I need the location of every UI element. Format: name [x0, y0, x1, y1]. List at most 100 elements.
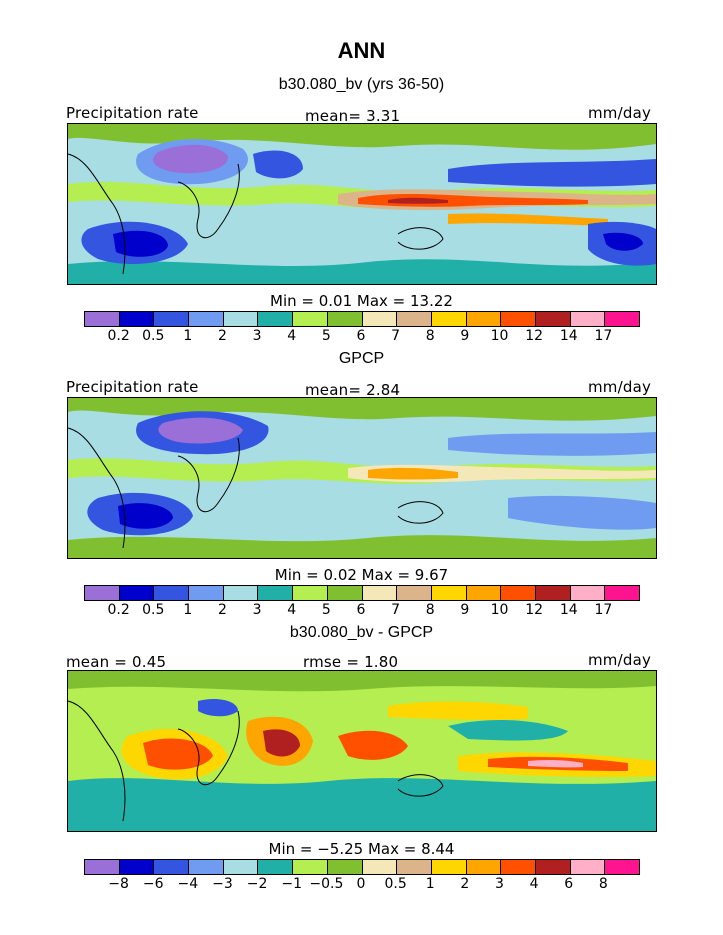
colorbar-swatch	[466, 860, 502, 874]
panel-1-map	[67, 123, 657, 285]
colorbar-swatch	[85, 860, 120, 874]
colorbar-swatch	[466, 586, 502, 600]
colorbar-swatch	[189, 312, 224, 326]
colorbar-swatch	[154, 586, 190, 600]
colorbar-tick-label: 10	[490, 602, 509, 618]
maritime-continent-positive	[338, 730, 408, 760]
spcz-positive-max	[528, 759, 583, 768]
colorbar-swatch	[223, 586, 259, 600]
colorbar-swatch	[362, 860, 398, 874]
colorbar-tick-label: 0.5	[142, 328, 165, 344]
south-pacific-dry-core	[603, 232, 643, 251]
colorbar-swatch	[293, 312, 328, 326]
colorbar-tick-label: 4	[287, 328, 297, 344]
australia-coastline	[397, 774, 444, 797]
storm-track-north	[68, 124, 656, 150]
colorbar-swatch	[535, 860, 571, 874]
panel-3-colorbar-ticks: −8 −6 −4 −3 −2 −1 −0.5 0 0.5 1 2 3 4 6 8	[84, 876, 638, 892]
arabia-dry	[253, 150, 303, 179]
panel-3-map	[67, 670, 657, 832]
pacific-north-dry	[448, 432, 656, 456]
colorbar-tick-label: 0.2	[107, 602, 130, 618]
colorbar-swatch	[466, 312, 502, 326]
colorbar-tick-label: 3	[495, 876, 504, 892]
south-atlantic-positive-core	[143, 738, 213, 770]
colorbar-tick-label: 5	[321, 328, 331, 344]
colorbar-swatch	[431, 586, 467, 600]
colorbar-swatch	[119, 586, 155, 600]
colorbar-tick-label: 6	[356, 602, 366, 618]
colorbar-tick-label: 7	[391, 328, 401, 344]
colorbar-tick-label: 2	[218, 328, 227, 344]
africa-negative-bias	[198, 699, 238, 717]
colorbar-swatch	[327, 860, 363, 874]
panel-1-colorbar	[84, 311, 640, 327]
americas-coastline	[68, 153, 126, 275]
colorbar-tick-label: 6	[356, 328, 366, 344]
colorbar-tick-label: 9	[460, 602, 470, 618]
colorbar-swatch	[223, 860, 259, 874]
colorbar-swatch	[501, 586, 536, 600]
colorbar-tick-label: 1	[183, 328, 193, 344]
colorbar-swatch	[119, 860, 155, 874]
panel-3-map-svg	[68, 671, 656, 831]
colorbar-swatch	[327, 586, 363, 600]
panel-2-subtitle: GPCP	[338, 350, 385, 367]
panel-3-rmse-label: rmse = 1.80	[303, 653, 399, 671]
panel-2-map	[67, 397, 657, 559]
colorbar-tick-label: 7	[391, 602, 401, 618]
colorbar-tick-label: −2	[246, 876, 268, 892]
sahara-dry-core	[158, 417, 243, 444]
colorbar-tick-label: −1	[281, 876, 303, 892]
colorbar-swatch	[570, 860, 606, 874]
americas-coastline	[68, 700, 126, 822]
colorbar-tick-label: −4	[177, 876, 199, 892]
americas-coastline	[68, 427, 126, 549]
colorbar-tick-label: 8	[598, 876, 608, 892]
colorbar-tick-label: −0.5	[309, 876, 344, 892]
colorbar-swatch	[397, 312, 432, 326]
colorbar-swatch	[362, 312, 398, 326]
colorbar-swatch	[535, 312, 571, 326]
colorbar-tick-label: 10	[490, 328, 509, 344]
colorbar-swatch	[570, 312, 606, 326]
panel-3-stats: Min = −5.25 Max = 8.44	[268, 840, 455, 858]
spcz-band	[448, 213, 608, 226]
itcz-core	[368, 467, 458, 480]
colorbar-tick-label: 17	[594, 602, 613, 618]
colorbar-swatch	[189, 586, 224, 600]
africa-coastline	[177, 163, 240, 239]
northern-band	[68, 671, 656, 692]
colorbar-swatch	[154, 312, 190, 326]
colorbar-tick-label: 4	[287, 602, 297, 618]
colorbar-swatch	[85, 586, 120, 600]
pacific-negative-bias	[448, 719, 568, 741]
colorbar-tick-label: −8	[108, 876, 129, 892]
panel-2-colorbar	[84, 585, 640, 601]
indian-ocean-positive-core	[263, 729, 300, 757]
colorbar-tick-label: 1	[425, 876, 435, 892]
colorbar-swatch	[605, 860, 639, 874]
colorbar-swatch	[189, 860, 224, 874]
colorbar-tick-label: 17	[594, 328, 613, 344]
panel-3-colorbar	[84, 859, 640, 875]
colorbar-swatch	[605, 312, 639, 326]
australia-coastline	[397, 501, 444, 524]
panel-1-subtitle: b30.080_bv (yrs 36-50)	[278, 76, 445, 93]
panel-2-left-label: Precipitation rate	[66, 378, 199, 396]
colorbar-swatch	[397, 860, 432, 874]
storm-track-south	[68, 535, 656, 558]
panel-1-units-label: mm/day	[588, 104, 652, 122]
colorbar-swatch	[605, 586, 639, 600]
colorbar-tick-label: 8	[425, 602, 435, 618]
colorbar-swatch	[85, 312, 120, 326]
panel-1-left-label: Precipitation rate	[66, 104, 199, 122]
itcz-max	[388, 197, 448, 204]
south-pacific-dry	[508, 495, 656, 530]
pacific-north-dry	[448, 159, 656, 187]
colorbar-swatch	[154, 860, 190, 874]
colorbar-swatch	[293, 860, 328, 874]
colorbar-swatch	[431, 860, 467, 874]
colorbar-tick-label: 12	[525, 602, 544, 618]
panel-3-units-label: mm/day	[588, 651, 652, 669]
